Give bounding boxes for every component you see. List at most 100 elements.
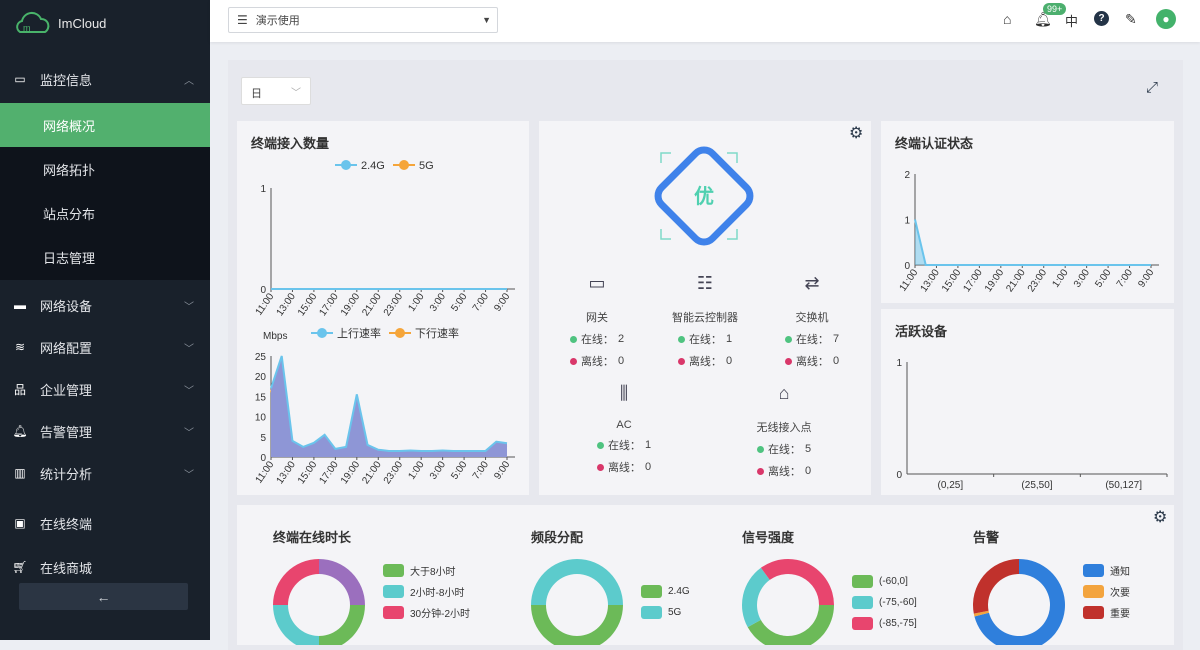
device-0[interactable]: ▭ 网关 在线： 2 离线： 0 [542, 273, 652, 369]
menu-enterprise[interactable]: 品企业管理 ﹀ [0, 368, 210, 410]
user-avatar-icon[interactable]: ● [1156, 9, 1176, 29]
legend-item[interactable]: (-75,-60] [852, 592, 917, 613]
submenu-site-distribution[interactable]: 站点分布 [0, 191, 210, 235]
x-tick-label: 15:00 [296, 459, 320, 486]
legend-label: (-85,-75] [879, 618, 917, 629]
offline-count: 0 [832, 355, 840, 367]
device-3[interactable]: ⫼ AC 在线： 1 离线： 0 [569, 383, 679, 475]
x-tick-label: 9:00 [1136, 267, 1156, 290]
collapse-sidebar-button[interactable]: ← [19, 583, 188, 610]
legend-label: 2小时-8小时 [410, 588, 465, 599]
x-tick-label: 23:00 [382, 459, 406, 486]
health-score: 优 [694, 184, 714, 208]
offline-count: 0 [804, 465, 812, 477]
submenu-log-management[interactable]: 日志管理 [0, 235, 210, 280]
offline-status: 离线： 0 [542, 353, 652, 369]
donut-slice [273, 605, 319, 645]
legend-item[interactable]: 重要 [1083, 602, 1130, 623]
legend-item[interactable]: 大于8小时 [383, 560, 470, 581]
menu-alarm[interactable]: 🔔︎ 告警管理 ﹀ [0, 410, 210, 452]
submenu-network-overview[interactable]: 网络概况 [0, 103, 210, 147]
online-count: 7 [832, 333, 840, 345]
x-tick-label: 5:00 [449, 459, 469, 482]
donut-chart [973, 559, 1065, 645]
router-icon: ⌂ [778, 383, 790, 403]
series-area [271, 356, 507, 457]
org-chart-icon: 品 [13, 382, 26, 397]
edit-icon[interactable]: ✎ [1125, 11, 1137, 27]
donut-slice [760, 559, 834, 605]
y-tick-label: 15 [255, 392, 267, 403]
series-area [271, 360, 507, 457]
x-tick-label: 5:00 [449, 291, 469, 314]
pie-legend: (-60,0] (-75,-60] (-85,-75] [852, 571, 917, 634]
menu-label: 在线商城 [40, 560, 93, 576]
legend-marker [341, 160, 351, 170]
logo[interactable]: m ImCloud [12, 10, 106, 36]
y-tick-label: 0 [260, 285, 266, 296]
device-4[interactable]: ⌂ 无线接入点 在线： 5 离线： 0 [729, 383, 839, 479]
fullscreen-icon[interactable]: ⤢ [1146, 79, 1159, 96]
device-name: 智能云控制器 [672, 312, 738, 324]
donut-slice [319, 559, 365, 605]
legend-swatch [1083, 585, 1104, 598]
x-tick-label: 17:00 [317, 291, 341, 318]
series-line-1 [270, 359, 508, 455]
legend-item[interactable]: 2.4G [641, 581, 690, 602]
top-header: ☰ 演示使用 ▼ ⌂ 🔔︎ 99+ 中 ? ✎ ● [210, 0, 1200, 42]
legend-item[interactable]: 通知 [1083, 560, 1130, 581]
x-tick-label: 17:00 [317, 459, 341, 486]
y-tick-label: 10 [255, 413, 267, 424]
donut-slice [531, 605, 623, 645]
menu-store[interactable]: 🛒︎ 在线商城 [0, 546, 210, 588]
series-area [915, 219, 1151, 265]
legend-item[interactable]: (-60,0] [852, 571, 917, 592]
chevron-down-icon: ﹀ [184, 385, 194, 397]
bell-icon[interactable]: 🔔︎ [1034, 11, 1052, 27]
online-label: 在线： [688, 334, 722, 346]
legend-item[interactable]: 2小时-8小时 [383, 581, 470, 602]
legend-item[interactable]: (-85,-75] [852, 613, 917, 634]
home-icon[interactable]: ⌂ [1003, 11, 1012, 27]
period-select[interactable]: 日 ﹀ [241, 77, 311, 105]
donut-slice [973, 610, 989, 617]
legend-label: 大于8小时 [410, 567, 456, 578]
settings-gear-icon[interactable]: ⚙ [849, 125, 864, 142]
online-label: 在线： [580, 334, 614, 346]
online-count: 1 [725, 333, 733, 345]
pie-title: 告警 [973, 530, 1000, 545]
legend-item[interactable]: 次要 [1083, 581, 1130, 602]
menu-network-config[interactable]: ≋ 网络配置 ﹀ [0, 326, 210, 368]
menu-statistics[interactable]: ▥ 统计分析 ﹀ [0, 452, 210, 494]
online-label: 在线： [767, 444, 801, 456]
device-2[interactable]: ⇄ 交换机 在线： 7 离线： 0 [757, 273, 867, 369]
offline-status: 离线： 0 [729, 463, 839, 479]
settings-gear-icon[interactable]: ⚙ [1153, 509, 1168, 526]
device-1[interactable]: ☷ 智能云控制器 在线： 1 离线： 0 [650, 273, 760, 369]
y-tick-label: 25 [255, 352, 267, 363]
donut-chart [742, 559, 834, 645]
site-select[interactable]: ☰ 演示使用 ▼ [228, 7, 498, 33]
chevron-down-icon: ﹀ [184, 343, 194, 355]
language-toggle[interactable]: 中 [1065, 14, 1079, 29]
menu-online-terminal[interactable]: ▣ 在线终端 [0, 502, 210, 544]
x-tick-label: 21:00 [360, 291, 384, 318]
offline-count: 0 [725, 355, 733, 367]
legend-swatch [641, 585, 662, 598]
panel-title: 终端接入数量 [251, 136, 330, 151]
menu-network-devices[interactable]: ▬ 网络设备 ﹀ [0, 284, 210, 326]
arrow-left-icon: ← [96, 588, 111, 605]
panel-active-devices: 活跃设备 0 1 (0,25] (25,50] (50,127] [881, 309, 1174, 495]
legend-item[interactable]: 30分钟-2小时 [383, 602, 470, 623]
x-tick-label: 1:00 [406, 459, 426, 482]
series-line-0 [914, 219, 1151, 266]
submenu-network-topology[interactable]: 网络拓扑 [0, 147, 210, 191]
pie-title: 终端在线时长 [273, 530, 352, 545]
legend-item[interactable]: 5G [641, 602, 690, 623]
help-icon[interactable]: ? [1094, 11, 1109, 26]
legend-swatch [383, 564, 404, 577]
menu-monitor[interactable]: ▭ 监控信息 ︿ [0, 58, 210, 100]
wifi-icon: ≋ [14, 340, 26, 354]
notification-badge: 99+ [1043, 3, 1067, 15]
terminal-icon: ▣ [14, 516, 26, 530]
